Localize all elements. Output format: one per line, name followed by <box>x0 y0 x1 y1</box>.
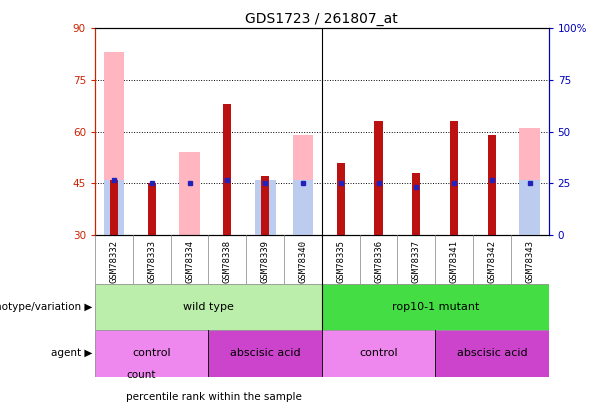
Bar <box>519 180 540 235</box>
Bar <box>322 284 549 330</box>
Bar <box>261 177 269 235</box>
Text: control: control <box>132 348 171 358</box>
Text: GSM78337: GSM78337 <box>412 240 421 283</box>
Text: GSM78341: GSM78341 <box>449 240 459 283</box>
Text: GSM78332: GSM78332 <box>109 240 118 283</box>
Bar <box>322 330 435 377</box>
Text: percentile rank within the sample: percentile rank within the sample <box>126 392 302 403</box>
Bar <box>104 180 124 235</box>
Text: rop10-1 mutant: rop10-1 mutant <box>392 302 479 312</box>
Text: GSM78342: GSM78342 <box>487 240 497 283</box>
Bar <box>208 330 322 377</box>
Text: genotype/variation ▶: genotype/variation ▶ <box>0 302 92 312</box>
Text: wild type: wild type <box>183 302 234 312</box>
Bar <box>450 122 459 235</box>
Bar <box>110 180 118 235</box>
Bar <box>412 173 421 235</box>
Bar <box>104 53 124 235</box>
Text: GSM78336: GSM78336 <box>374 240 383 283</box>
Bar <box>435 330 549 377</box>
Text: GSM78333: GSM78333 <box>147 240 156 283</box>
Bar <box>519 128 540 235</box>
Bar <box>95 284 322 330</box>
Text: GSM78339: GSM78339 <box>261 240 270 283</box>
Text: GSM78338: GSM78338 <box>223 240 232 283</box>
Bar <box>255 180 275 235</box>
Bar <box>292 135 313 235</box>
Bar <box>375 122 383 235</box>
Bar <box>223 104 232 235</box>
Bar <box>179 152 200 235</box>
Bar <box>292 180 313 235</box>
Text: GSM78340: GSM78340 <box>299 240 308 283</box>
Text: abscisic acid: abscisic acid <box>457 348 527 358</box>
Bar <box>95 330 208 377</box>
Bar <box>337 163 345 235</box>
Text: abscisic acid: abscisic acid <box>230 348 300 358</box>
Bar <box>148 183 156 235</box>
Bar <box>488 135 496 235</box>
Text: agent ▶: agent ▶ <box>51 348 92 358</box>
Text: GSM78334: GSM78334 <box>185 240 194 283</box>
Text: GSM78343: GSM78343 <box>525 240 535 283</box>
Text: count: count <box>126 370 156 380</box>
Title: GDS1723 / 261807_at: GDS1723 / 261807_at <box>245 12 398 26</box>
Text: control: control <box>359 348 398 358</box>
Text: GSM78335: GSM78335 <box>336 240 345 283</box>
